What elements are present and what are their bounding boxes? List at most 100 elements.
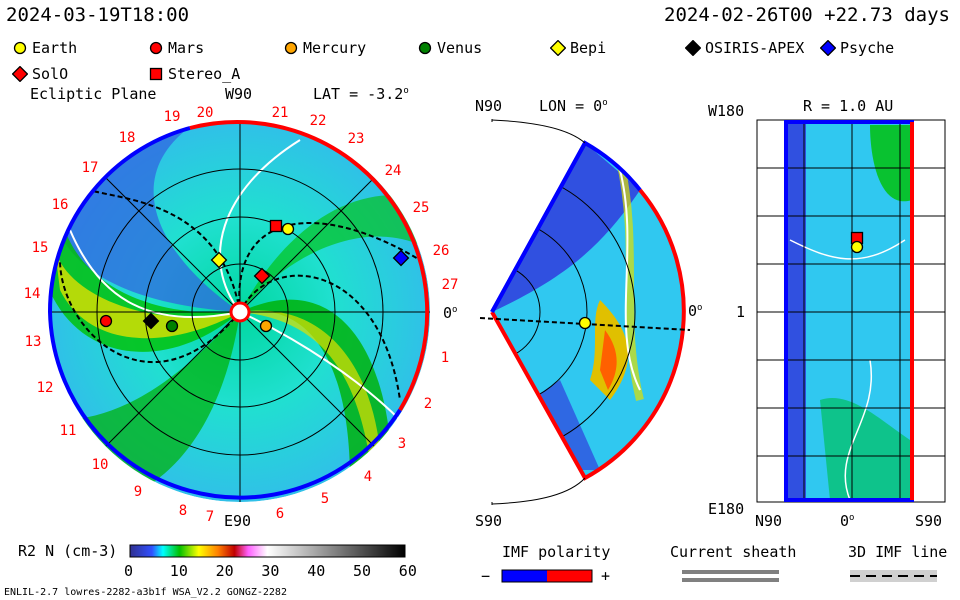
mars-marker	[99, 314, 113, 328]
meridional-title: LON = 0o	[539, 97, 608, 115]
meridional-right-label: 0o	[688, 302, 703, 320]
sun-marker	[229, 301, 251, 323]
radial-x-mid: 0o	[840, 512, 855, 530]
diamond-marker-icon	[685, 40, 701, 56]
radial-bottom-label: E180	[708, 500, 745, 518]
colorbar-tick: 30	[261, 562, 280, 580]
diamond-marker-icon	[12, 66, 28, 82]
legend-item-psyche: Psyche	[820, 39, 894, 57]
longitude-label: 24	[385, 163, 402, 179]
longitude-label: 13	[25, 334, 42, 350]
longitude-label: 27	[442, 277, 459, 293]
legend-item-earth: Earth	[12, 39, 77, 57]
colorbar-tick: 40	[307, 562, 326, 580]
ecliptic-bottom-label: E90	[224, 512, 252, 530]
imf-polarity-title: IMF polarity	[502, 543, 611, 561]
longitude-label: 9	[134, 484, 142, 500]
imf-positive-swatch	[547, 570, 592, 582]
longitude-label: 10	[92, 457, 109, 473]
imf-line-sample	[850, 570, 937, 582]
square-marker-icon	[149, 67, 163, 81]
ecliptic-lat: LAT = -3.2o	[313, 85, 409, 103]
reference-time: 2024-02-26T00 +22.73 days	[664, 4, 950, 26]
longitude-label: 23	[348, 131, 365, 147]
ecliptic-right-label: 0o	[443, 304, 458, 322]
longitude-label: 11	[60, 423, 77, 439]
ecliptic-top-label: W90	[225, 85, 253, 103]
footer-info: ENLIL-2.7 lowres-2282-a3b1f WSA_V2.2 GON…	[4, 587, 287, 598]
circle-marker-icon	[418, 41, 432, 55]
longitude-label: 25	[413, 200, 430, 216]
ecliptic-title: Ecliptic Plane	[30, 85, 157, 103]
legend-label: OSIRIS-APEX	[705, 39, 805, 57]
longitude-label: 6	[276, 506, 284, 522]
radial-top-label: W180	[708, 102, 745, 120]
longitude-label: 2	[424, 396, 432, 412]
colorbar-tick: 20	[215, 562, 234, 580]
circle-marker-icon	[13, 41, 27, 55]
longitude-label: 8	[179, 503, 187, 519]
colorbar	[129, 544, 406, 558]
longitude-label: 16	[52, 197, 69, 213]
circle-marker-icon	[284, 41, 298, 55]
colorbar-tick: 10	[169, 562, 188, 580]
longitude-label: 14	[24, 286, 41, 302]
longitude-label: 3	[398, 436, 406, 452]
longitude-label: 26	[433, 243, 450, 259]
longitude-label: 20	[197, 105, 214, 121]
venus-marker	[165, 319, 179, 333]
legend-label: Stereo_A	[168, 65, 241, 83]
radial-title: R = 1.0 AU	[803, 97, 894, 115]
colorbar-tick: 0	[124, 562, 134, 580]
radial-x-right: S90	[915, 512, 943, 530]
imf-negative-swatch	[502, 570, 547, 582]
legend-item-mercury: Mercury	[283, 39, 366, 57]
diamond-marker-icon	[550, 40, 566, 56]
imf-minus: −	[481, 567, 491, 585]
legend-label: Earth	[32, 39, 78, 57]
colorbar-label: R2 N (cm-3)	[18, 542, 118, 560]
longitude-label: 4	[364, 469, 372, 485]
meridional-bottom-label: S90	[475, 512, 503, 530]
legend-label: Venus	[437, 39, 483, 57]
legend-item-mars: Mars	[148, 39, 204, 57]
imf-line-title: 3D IMF line	[848, 543, 948, 561]
longitude-label: 19	[164, 109, 181, 125]
legend-item-venus: Venus	[417, 39, 482, 57]
legend-label: Bepi	[570, 39, 607, 57]
psyche-marker	[392, 249, 410, 267]
legend-item-stereo_a: Stereo_A	[148, 65, 240, 83]
diamond-marker-icon	[820, 40, 836, 56]
bepi-marker	[210, 251, 228, 269]
radial-surface-plot	[756, 119, 946, 503]
earth-marker	[850, 240, 864, 254]
longitude-label: 15	[32, 240, 49, 256]
legend-item-osiris-apex: OSIRIS-APEX	[685, 39, 804, 57]
meridional-top-label: N90	[475, 97, 503, 115]
stereo_a-marker	[269, 219, 283, 233]
longitude-label: 21	[272, 105, 289, 121]
simulation-time: 2024-03-19T18:00	[6, 4, 190, 26]
legend-label: SolO	[32, 65, 69, 83]
imf-plus: +	[601, 567, 611, 585]
longitude-label: 5	[321, 491, 329, 507]
earth-marker	[281, 222, 295, 236]
osiris-apex-marker	[142, 312, 160, 330]
current-sheath-title: Current sheath	[670, 543, 797, 561]
legend-item-bepi: Bepi	[550, 39, 606, 57]
radial-mid-label: 1	[736, 303, 746, 321]
longitude-label: 18	[119, 130, 136, 146]
longitude-label: 1	[441, 350, 449, 366]
solo-marker	[253, 267, 271, 285]
legend-label: Mercury	[303, 39, 367, 57]
legend-label: Psyche	[840, 39, 895, 57]
colorbar-tick: 60	[398, 562, 417, 580]
earth-marker	[578, 316, 592, 330]
legend-label: Mars	[168, 39, 205, 57]
longitude-label: 17	[82, 160, 99, 176]
mercury-marker	[259, 319, 273, 333]
legend-item-solo: SolO	[12, 65, 68, 83]
longitude-label: 22	[310, 113, 327, 129]
longitude-label: 7	[206, 509, 214, 525]
